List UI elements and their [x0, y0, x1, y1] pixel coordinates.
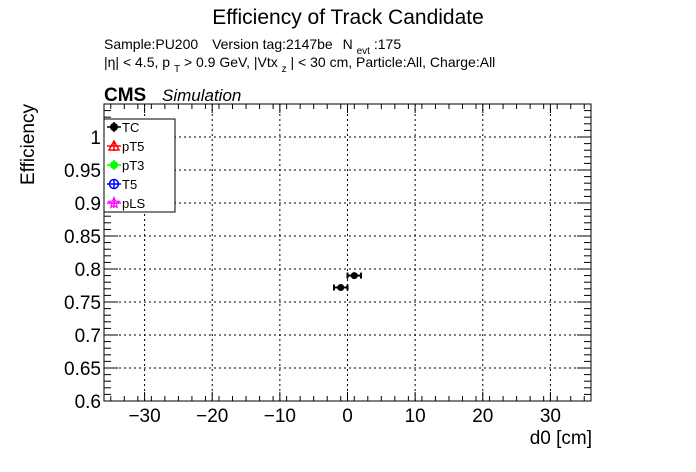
- legend-entry-pt5: pT5: [107, 139, 144, 154]
- info-line-1: Sample:PU200 Version tag:2147be N evt :1…: [104, 36, 401, 57]
- legend-entry-tc: TC: [107, 120, 139, 135]
- y-axis-label: Efficiency: [18, 104, 39, 185]
- grid: [104, 104, 591, 402]
- legend-entry-pls: pLS: [107, 195, 145, 211]
- y-tick-labels: 0.6 0.65 0.7 0.75 0.8 0.85 0.9 0.95 1: [64, 128, 101, 413]
- y-tick-label: 0.85: [64, 227, 101, 248]
- nevt-prefix: N: [343, 36, 353, 52]
- x-tick-label: −10: [264, 406, 296, 427]
- y-tick-label: 0.8: [75, 260, 101, 281]
- info2-part2: > 0.9 GeV, |Vtx: [184, 54, 278, 70]
- legend: TC pT5 pT3 T5 pLS: [103, 118, 176, 213]
- x-tick-label: −20: [196, 406, 228, 427]
- data-point: [332, 283, 349, 291]
- data-points: [332, 272, 363, 291]
- x-tick-label: 30: [540, 406, 561, 427]
- legend-marker: [107, 139, 121, 151]
- chart-title: Efficiency of Track Candidate: [212, 6, 484, 29]
- info2-sub1: T: [174, 64, 180, 75]
- x-tick-labels: −30 −20 −10 0 10 20 30: [128, 406, 561, 427]
- y-tick-label: 0.95: [64, 161, 101, 182]
- plot-frame: [103, 103, 592, 402]
- legend-entry-pt3: pT3: [107, 158, 144, 173]
- info2-part3: | < 30 cm, Particle:All, Charge:All: [291, 54, 496, 70]
- legend-marker: [110, 123, 118, 131]
- axis-ticks: [104, 104, 591, 402]
- y-tick-label: 0.6: [75, 392, 101, 413]
- legend-marker: [110, 161, 118, 169]
- info2-sub2: z: [282, 64, 287, 75]
- legend-label: pT5: [122, 139, 144, 154]
- point-marker: [337, 283, 345, 291]
- sample-label: Sample:PU200: [104, 36, 198, 52]
- y-tick-label: 0.75: [64, 293, 101, 314]
- cms-label: CMS: [104, 85, 146, 106]
- x-tick-label: 20: [472, 406, 493, 427]
- nevt-sub: evt: [357, 46, 371, 57]
- info2-part1: |η| < 4.5, p: [104, 54, 170, 70]
- legend-marker: [107, 195, 121, 209]
- x-axis-label: d0 [cm]: [530, 428, 592, 449]
- point-marker: [350, 272, 358, 280]
- legend-label: TC: [122, 120, 139, 135]
- legend-label: pLS: [122, 196, 145, 211]
- legend-entry-t5: T5: [107, 177, 137, 192]
- cms-sublabel: Simulation: [162, 86, 241, 105]
- y-tick-label: 0.9: [75, 194, 101, 215]
- legend-marker: [108, 178, 120, 190]
- legend-label: T5: [122, 177, 137, 192]
- version-label: Version tag:2147be: [212, 36, 333, 52]
- nevt-value: :175: [374, 36, 401, 52]
- info-line-2: |η| < 4.5, p T > 0.9 GeV, |Vtx z | < 30 …: [104, 54, 495, 75]
- data-point: [346, 272, 363, 280]
- y-tick-label: 0.65: [64, 359, 101, 380]
- x-tick-label: 0: [342, 406, 353, 427]
- legend-label: pT3: [122, 158, 144, 173]
- x-tick-label: −30: [128, 406, 160, 427]
- x-tick-label: 10: [405, 406, 426, 427]
- y-tick-label: 1: [90, 128, 101, 149]
- y-tick-label: 0.7: [75, 326, 101, 347]
